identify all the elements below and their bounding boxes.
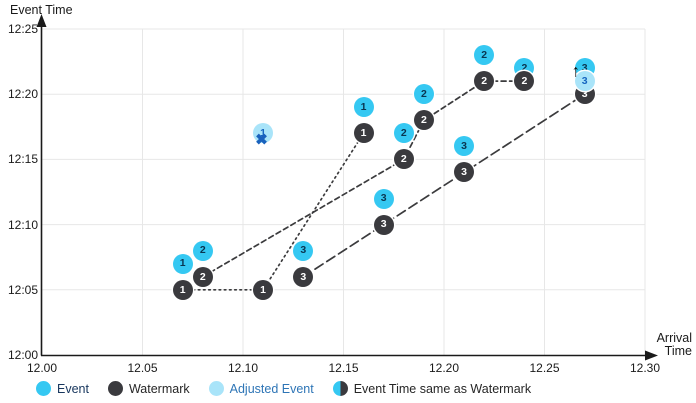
x-axis-title-line1: Arrival <box>656 331 692 345</box>
event-marker: 2 <box>413 84 434 105</box>
watermark-line-stream-3 <box>302 93 586 278</box>
legend-item-adjusted: Adjusted Event <box>208 381 314 396</box>
event-marker: 3 <box>454 136 475 157</box>
adjusted-swatch-icon <box>208 381 224 396</box>
watermark-marker: 2 <box>514 71 535 92</box>
event-marker: 2 <box>474 45 495 66</box>
watermark-marker: 1 <box>172 279 193 300</box>
x-axis-title-line2: Time <box>664 344 692 359</box>
x-tick-label: 12.10 <box>227 361 259 375</box>
adjusted-event-marker: 3 <box>574 71 595 92</box>
x-tick-label: 12.25 <box>529 361 560 375</box>
watermark-marker: 2 <box>474 71 495 92</box>
x-tick-label: 12.20 <box>428 361 460 375</box>
y-tick-label: 12:20 <box>7 87 38 102</box>
legend-label: Event Time same as Watermark <box>353 381 532 396</box>
watermark-marker: 3 <box>293 266 314 287</box>
event-marker: 1 <box>172 253 193 274</box>
event-marker: 2 <box>393 123 414 144</box>
watermark-line-stream-1 <box>181 132 365 291</box>
x-tick-label: 12.30 <box>629 361 661 375</box>
y-tick-label: 12:25 <box>7 22 38 36</box>
y-axis-title: Event Time <box>10 3 73 17</box>
x-axis-arrow-icon <box>645 350 658 361</box>
watermark-marker: 1 <box>353 123 374 144</box>
watermark-marker: 2 <box>393 149 414 170</box>
watermark-marker: 3 <box>373 214 394 235</box>
watermark-swatch-icon <box>107 381 123 396</box>
legend-label: Watermark <box>128 381 190 396</box>
legend-item-event: Event <box>36 381 89 396</box>
event-marker: 1 <box>353 97 374 118</box>
adjusted-event-marker: 1 <box>253 123 274 144</box>
x-tick-label: 12.15 <box>328 361 359 375</box>
watermark-marker: 2 <box>413 110 434 131</box>
watermark-marker: 1 <box>253 279 274 300</box>
arrow-up-icon: ↑ <box>571 61 580 81</box>
x-tick-label: 12.00 <box>26 361 58 375</box>
x-axis-title: Arrival Time <box>656 331 692 359</box>
legend-item-watermark: Watermark <box>107 381 190 396</box>
event-swatch-icon <box>36 381 51 396</box>
y-tick-label: 12:00 <box>7 348 38 362</box>
legend-item-half: Event Time same as Watermark <box>332 381 532 396</box>
legend: Event Watermark Adjusted Event Event Time s… <box>36 381 550 396</box>
crossed-out-icon: ✖ <box>255 131 268 149</box>
event-marker: 3 <box>293 240 314 261</box>
watermark-marker: 3 <box>454 162 475 183</box>
x-tick-label: 12.05 <box>127 361 158 375</box>
legend-label: Event <box>57 381 89 396</box>
y-tick-label: 12:15 <box>7 152 38 167</box>
event-marker: 3 <box>373 188 394 209</box>
y-tick-label: 12:05 <box>7 282 38 297</box>
half-swatch-icon <box>332 381 348 396</box>
legend-label: Adjusted Event <box>229 381 314 396</box>
y-axis-arrow-icon <box>36 14 47 27</box>
event-marker: 2 <box>192 240 213 261</box>
watermark-marker: 2 <box>192 266 213 287</box>
y-tick-label: 12:10 <box>7 217 38 232</box>
